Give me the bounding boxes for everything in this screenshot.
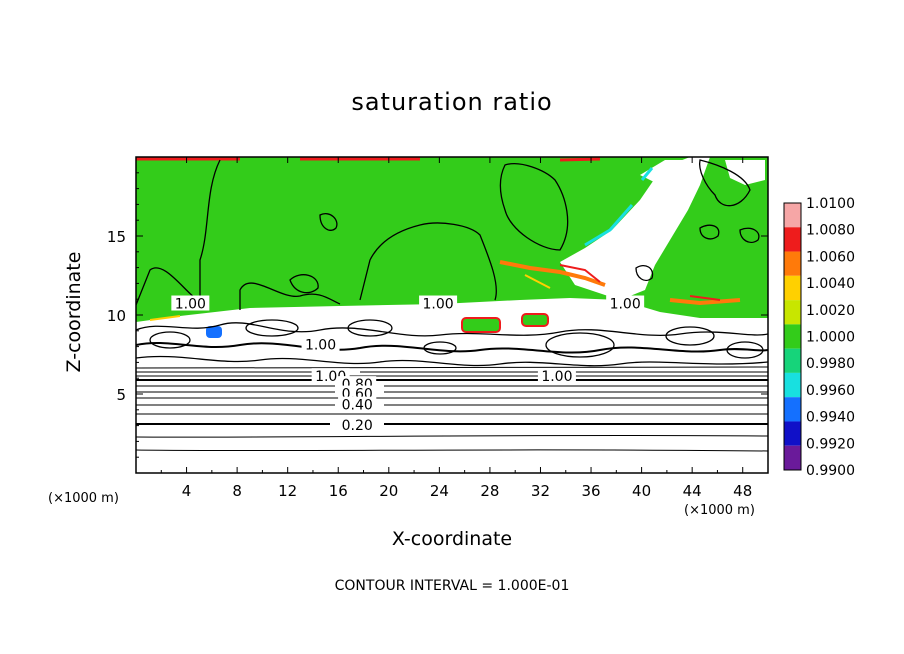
contour-label-bg: [537, 368, 576, 384]
colorbar-swatch: [784, 275, 801, 301]
contour-lines-upper: [136, 159, 760, 310]
contour-label: 1.00: [305, 338, 336, 354]
x-unit-label-left: (×1000 m): [48, 491, 119, 506]
x-tick-label: 32: [531, 482, 550, 500]
contour-lines-lower: [136, 366, 768, 452]
colorbar-label: 0.9940: [806, 410, 855, 426]
colorbar-swatch: [784, 251, 801, 276]
colorbar-label: 0.9960: [806, 383, 855, 399]
white-patch: [640, 160, 690, 185]
contour-label-bg: [338, 417, 377, 433]
x-tick-label: 16: [329, 482, 348, 500]
contour-interval-note: CONTOUR INTERVAL = 1.000E-01: [334, 578, 570, 594]
colorbar-swatch: [784, 348, 801, 373]
contour-label: 1.00: [423, 297, 454, 313]
green-blob: [521, 313, 549, 327]
x-tick-label: 44: [683, 482, 702, 500]
cyan-fringe: [584, 167, 654, 247]
x-axis-label: X-coordinate: [391, 528, 513, 550]
colorbar-label: 0.9920: [806, 436, 855, 452]
colorbar-label: 1.0040: [806, 276, 855, 292]
x-tick-label: 20: [379, 482, 398, 500]
colorbar-label: 1.0000: [806, 330, 855, 346]
y-tick-label: 15: [107, 228, 126, 246]
contour-label-bg: [606, 295, 645, 311]
red-fringe-top: [136, 157, 601, 162]
colorbar-label: 0.9900: [806, 463, 855, 479]
x-tick-label: 36: [581, 482, 600, 500]
x-tick-label: 24: [430, 482, 449, 500]
contour-label: 1.00: [175, 297, 206, 313]
chart-title: saturation ratio: [351, 88, 553, 116]
x-tick-label: 48: [733, 482, 752, 500]
colorbar-swatch: [784, 372, 801, 398]
colorbar-swatch: [784, 324, 801, 349]
colorbar-label: 1.0100: [806, 196, 855, 212]
y-tick-label: 10: [107, 307, 126, 325]
red-fringe-mid2: [559, 264, 721, 301]
contour-label-bg: [419, 295, 458, 311]
x-tick-label: 4: [182, 482, 192, 500]
colorbar: 1.0100 1.0080 1.0060 1.0040 1.0020 1.0000 0.99…: [783, 196, 855, 479]
x-tick-label: 28: [480, 482, 499, 500]
x-tick-label: 8: [232, 482, 242, 500]
white-region: [560, 157, 710, 300]
orange-fringe: [149, 274, 551, 321]
contour-label-bg: [338, 396, 377, 412]
contour-label: 0.20: [342, 418, 373, 434]
x-tick-label: 40: [632, 482, 651, 500]
colorbar-swatch: [784, 397, 801, 422]
colorbar-label: 1.0020: [806, 303, 855, 319]
white-patch-right: [725, 160, 765, 185]
colorbar-swatch: [784, 445, 801, 470]
x-unit-label-right: (×1000 m): [684, 503, 755, 518]
x-tick-label: 12: [278, 482, 297, 500]
contour-label-bg: [301, 336, 340, 352]
y-tick-label: 5: [116, 386, 126, 404]
y-axis: 5 10 15: [107, 172, 768, 458]
colorbar-swatch: [784, 203, 801, 228]
colorbar-swatch: [784, 421, 801, 446]
colorbar-label: 1.0080: [806, 223, 855, 239]
contour-label: 1.00: [610, 297, 641, 313]
contour-labels: 1.00 1.00 1.001.001.00 1.000.800.600.400.20: [171, 295, 645, 434]
colorbar-frame: [783, 202, 802, 471]
contour-label: 0.40: [342, 398, 373, 414]
contour-lines-cloud: [136, 319, 768, 367]
colorbar-swatch: [784, 227, 801, 252]
contour-label: 1.00: [541, 369, 572, 385]
green-blob: [206, 326, 222, 338]
x-axis: 4 8 12 16 20 24 28 32 36 40 44 48: [160, 157, 752, 500]
green-blob: [461, 317, 501, 333]
contour-label-bg: [171, 295, 210, 311]
colorbar-label: 1.0060: [806, 249, 855, 265]
red-fringe-mid: [499, 260, 741, 306]
colorbar-swatch: [784, 300, 801, 325]
colorbar-label: 0.9980: [806, 356, 855, 372]
saturation-field: [136, 157, 768, 452]
